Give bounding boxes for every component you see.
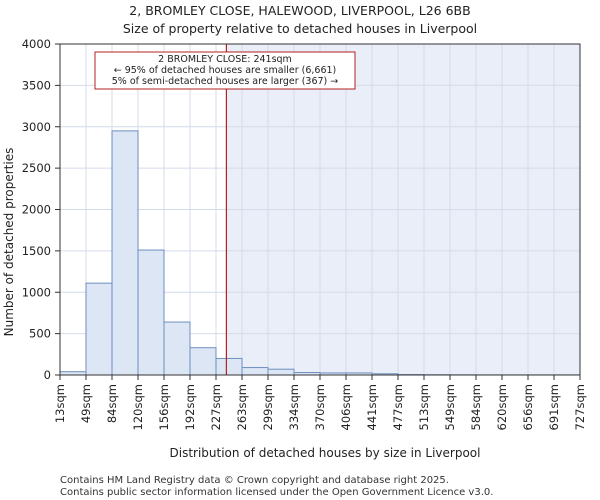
y-tick-label: 2000 [22,203,51,217]
x-tick-label: 299sqm [261,384,275,430]
x-tick-label: 49sqm [79,384,93,423]
x-axis-label: Distribution of detached houses by size … [170,446,481,460]
x-tick-label: 370sqm [313,384,327,430]
y-tick-labels: 0 500 1000 1500 2000 2500 3000 3500 4000 [22,37,51,382]
x-tick-label: 513sqm [417,384,431,430]
histogram-bar [85,282,113,376]
y-tick-label: 0 [44,368,51,382]
x-tick-label: 263sqm [235,384,249,430]
footer-line-1: Contains HM Land Registry data © Crown c… [60,475,449,486]
histogram-bar [163,321,191,376]
axes [55,43,581,380]
y-axis-label: Number of detached properties [2,148,16,337]
x-tick-label: 441sqm [365,384,379,430]
footer-line-2: Contains public sector information licen… [60,487,493,498]
x-tick-label: 620sqm [495,384,509,430]
annotation-line-3: 5% of semi-detached houses are larger (3… [112,76,339,87]
x-tick-label: 477sqm [391,384,405,430]
y-tick-label: 3000 [22,120,51,134]
histogram-bar [137,249,165,376]
histogram-bar [189,347,217,376]
x-tick-label: 192sqm [183,384,197,430]
y-tick-label: 3500 [22,78,51,92]
annotation-line-1: 2 BROMLEY CLOSE: 241sqm [158,54,292,65]
chart-title: 2, BROMLEY CLOSE, HALEWOOD, LIVERPOOL, L… [129,3,470,18]
y-tick-label: 1500 [22,244,51,258]
chart-subtitle: Size of property relative to detached ho… [123,21,477,36]
annotation-line-2: ← 95% of detached houses are smaller (6,… [114,65,337,76]
histogram-bar [241,367,269,376]
x-tick-label: 156sqm [157,384,171,430]
y-tick-label: 500 [29,327,51,341]
x-tick-label: 727sqm [573,384,587,430]
annotation-box [94,51,356,90]
x-tick-label: 584sqm [469,384,483,430]
x-tick-labels: 13sqm 49sqm 84sqm 120sqm 156sqm 192sqm 227sqm 2… [53,384,587,430]
x-tick-label: 691sqm [547,384,561,430]
y-tick-label: 4000 [22,37,51,51]
x-tick-label: 656sqm [521,384,535,430]
x-tick-label: 120sqm [131,384,145,430]
x-tick-label: 334sqm [287,384,301,430]
histogram-bar [111,130,139,376]
x-tick-label: 406sqm [339,384,353,430]
y-tick-label: 1000 [22,285,51,299]
histogram-bar [267,368,295,376]
x-tick-label: 227sqm [209,384,223,430]
histogram-bar [215,357,243,376]
x-tick-label: 549sqm [443,384,457,430]
x-tick-label: 84sqm [105,384,119,423]
y-tick-label: 2500 [22,161,51,175]
x-tick-label: 13sqm [53,384,67,423]
